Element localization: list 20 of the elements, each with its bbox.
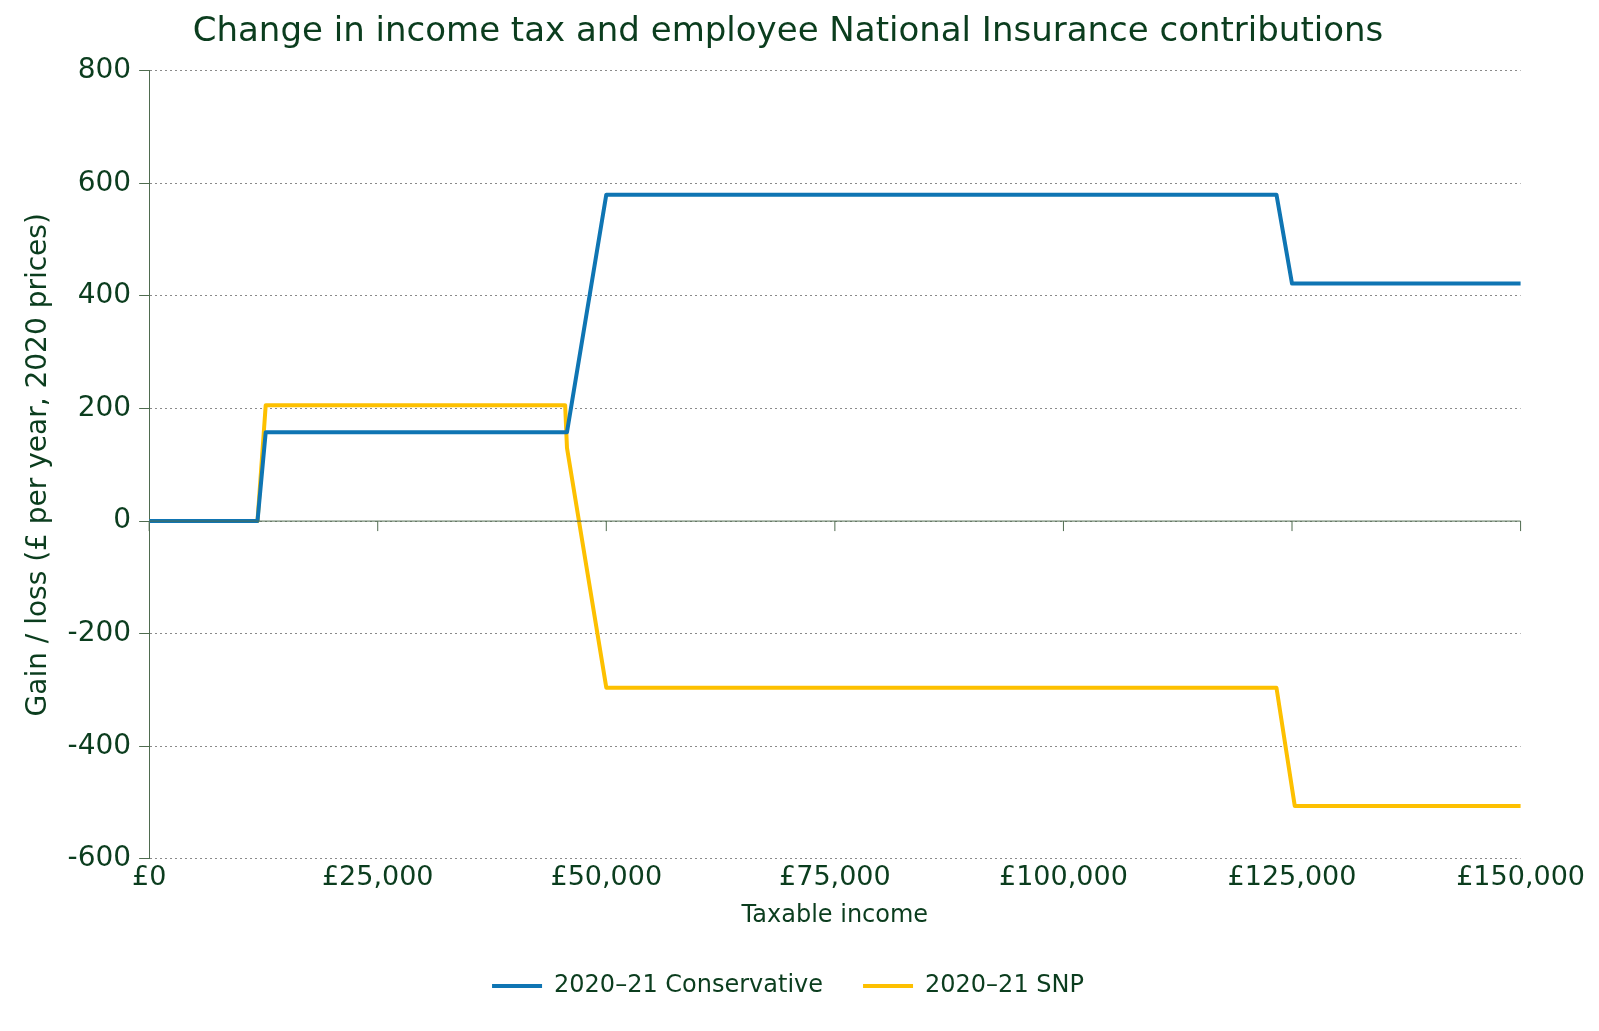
x-tick-label: £50,000 xyxy=(550,860,663,892)
y-tick-label: 800 xyxy=(77,52,132,86)
x-tick-label: £150,000 xyxy=(1456,860,1586,892)
x-tick-label: £0 xyxy=(131,860,167,892)
y-tick-label: 400 xyxy=(77,277,132,311)
x-tick-label: £100,000 xyxy=(999,860,1128,892)
y-tick-label: -200 xyxy=(67,614,132,648)
legend-label: 2020–21 Conservative xyxy=(554,970,824,999)
y-tick-label: 600 xyxy=(77,164,132,198)
y-axis-title: Gain / loss (£ per year, 2020 prices) xyxy=(20,213,54,717)
legend-label: 2020–21 SNP xyxy=(925,970,1084,999)
chart-title: Change in income tax and employee National Insurance contributions xyxy=(192,9,1384,50)
y-tick-label: -600 xyxy=(67,840,132,874)
y-tick-label: 200 xyxy=(77,389,132,423)
y-tick-label: 0 xyxy=(113,502,132,536)
x-tick-label: £125,000 xyxy=(1227,860,1357,892)
y-tick-label: -400 xyxy=(67,727,132,761)
x-tick-label: £25,000 xyxy=(321,860,434,892)
x-tick-label: £75,000 xyxy=(779,860,891,892)
x-axis-title: Taxable income xyxy=(740,899,929,928)
